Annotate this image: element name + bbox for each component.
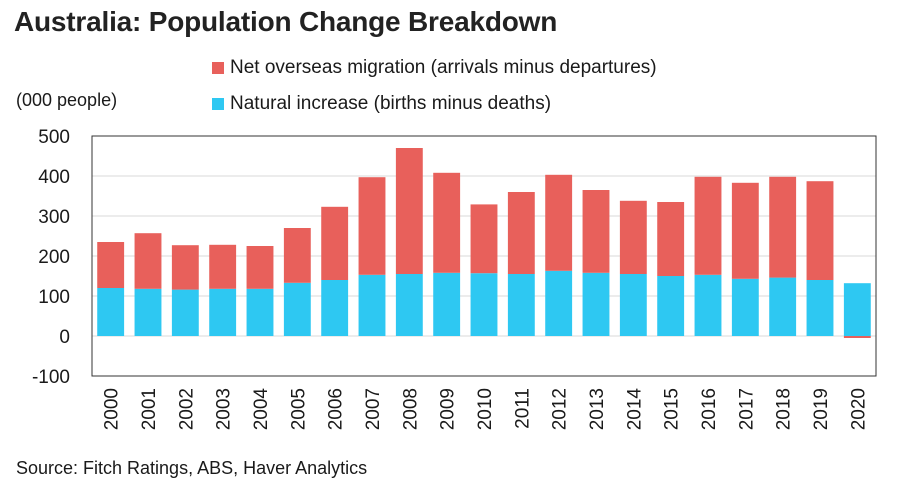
y-axis-units-label: (000 people) — [16, 90, 118, 110]
bar-natural-increase — [731, 278, 759, 336]
x-tick-label: 2008 — [400, 388, 421, 430]
bar-net-migration — [507, 192, 535, 274]
x-tick-label: 2004 — [251, 388, 272, 431]
x-tick-label: 2018 — [774, 388, 795, 430]
legend-swatch-natural — [212, 98, 224, 110]
bar-net-migration — [97, 242, 125, 288]
x-tick-label: 2015 — [662, 388, 683, 430]
x-tick-label: 2010 — [475, 388, 496, 430]
bar-natural-increase — [657, 276, 685, 336]
y-tick-label: 300 — [38, 207, 70, 228]
bar-net-migration — [433, 172, 461, 273]
bar-net-migration — [246, 246, 274, 289]
y-tick-label: 500 — [38, 127, 70, 148]
source-note: Source: Fitch Ratings, ABS, Haver Analyt… — [16, 458, 368, 478]
x-tick-label: 2003 — [214, 388, 235, 430]
y-tick-label: 0 — [59, 327, 70, 348]
bar-natural-increase — [843, 283, 871, 336]
bar-net-migration — [209, 244, 237, 289]
x-tick-label: 2019 — [811, 388, 832, 430]
legend-swatch-migration — [212, 62, 224, 74]
bar-natural-increase — [507, 274, 535, 336]
bar-net-migration — [134, 233, 162, 289]
bar-net-migration — [843, 336, 871, 338]
bar-net-migration — [283, 228, 311, 283]
legend-label-natural: Natural increase (births minus deaths) — [230, 93, 552, 114]
x-tick-label: 2014 — [624, 388, 645, 431]
bar-net-migration — [321, 206, 349, 280]
bar-natural-increase — [209, 288, 237, 336]
bar-net-migration — [582, 190, 610, 273]
bar-net-migration — [358, 177, 386, 275]
bar-natural-increase — [470, 273, 498, 336]
x-tick-label: 2011 — [512, 388, 533, 429]
bar-natural-increase — [433, 272, 461, 336]
bar-net-migration — [769, 176, 797, 278]
x-tick-label: 2020 — [848, 388, 869, 430]
bar-natural-increase — [582, 272, 610, 336]
bar-net-migration — [619, 200, 647, 274]
bar-natural-increase — [806, 280, 834, 336]
x-tick-label: 2012 — [550, 388, 571, 430]
bar-net-migration — [657, 202, 685, 276]
bar-natural-increase — [395, 274, 423, 336]
x-tick-label: 2013 — [587, 388, 608, 430]
plot-frame — [91, 135, 877, 377]
bar-natural-increase — [97, 288, 125, 336]
bar-net-migration — [470, 204, 498, 274]
bar-natural-increase — [171, 289, 199, 336]
legend-item-natural: Natural increase (births minus deaths) — [212, 92, 551, 116]
x-tick-label: 2017 — [736, 388, 757, 430]
legend-item-migration: Net overseas migration (arrivals minus d… — [212, 56, 657, 80]
bar-net-migration — [694, 176, 722, 275]
x-tick-label: 2000 — [102, 388, 123, 430]
bar-net-migration — [806, 181, 834, 280]
x-tick-label: 2002 — [176, 388, 197, 430]
bar-natural-increase — [134, 288, 162, 336]
bar-net-migration — [731, 182, 759, 279]
bar-natural-increase — [283, 282, 311, 336]
bar-net-migration — [171, 245, 199, 290]
y-tick-label: 200 — [38, 247, 70, 268]
bar-natural-increase — [321, 280, 349, 336]
y-tick-label: 100 — [38, 287, 70, 308]
y-tick-label: -100 — [32, 367, 70, 388]
y-tick-label: 400 — [38, 167, 70, 188]
x-tick-label: 2009 — [438, 388, 459, 430]
x-tick-label: 2016 — [699, 388, 720, 430]
chart-title: Australia: Population Change Breakdown — [14, 6, 558, 37]
bar-natural-increase — [619, 274, 647, 336]
x-tick-label: 2007 — [363, 388, 384, 430]
bar-net-migration — [395, 148, 423, 274]
legend-label-migration: Net overseas migration (arrivals minus d… — [230, 57, 657, 78]
bar-natural-increase — [769, 277, 797, 336]
x-tick-label: 2001 — [139, 388, 160, 430]
bar-natural-increase — [545, 270, 573, 336]
bar-net-migration — [545, 174, 573, 271]
bar-natural-increase — [246, 288, 274, 336]
bar-natural-increase — [358, 274, 386, 336]
bar-natural-increase — [694, 274, 722, 336]
x-tick-label: 2005 — [288, 388, 309, 430]
x-tick-label: 2006 — [326, 388, 347, 430]
